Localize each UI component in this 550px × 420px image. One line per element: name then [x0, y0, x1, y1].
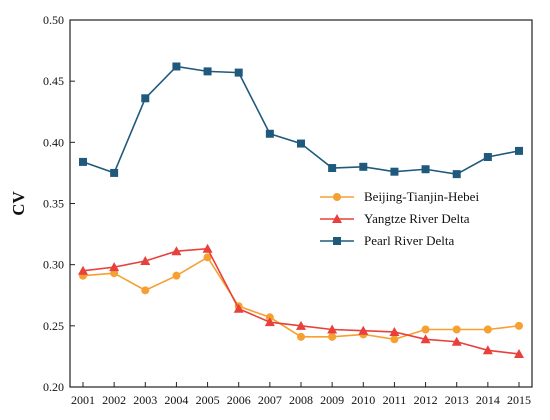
data-point	[265, 129, 274, 138]
data-point	[358, 325, 369, 335]
data-point	[389, 326, 400, 336]
data-point	[482, 345, 493, 355]
legend-marker	[333, 193, 341, 201]
y-tick-label: 0.25	[43, 319, 64, 333]
legend-label: Beijing-Tianjin-Hebei	[364, 189, 479, 204]
x-tick-label: 2006	[227, 393, 251, 407]
data-point	[171, 246, 182, 256]
x-tick-label: 2007	[258, 393, 282, 407]
data-point	[327, 324, 338, 334]
series-line	[82, 65, 520, 175]
data-point	[203, 253, 212, 262]
data-point	[172, 271, 181, 280]
data-point	[359, 162, 368, 171]
x-tick-label: 2010	[351, 393, 375, 407]
y-axis-title: CV	[9, 191, 28, 216]
x-tick-label: 2015	[507, 393, 531, 407]
data-point	[110, 168, 119, 177]
y-tick-label: 0.30	[43, 258, 64, 272]
x-tick-label: 2003	[133, 393, 157, 407]
data-point	[515, 321, 523, 330]
data-point	[140, 255, 151, 265]
data-point	[234, 68, 243, 77]
data-point	[110, 269, 119, 278]
legend-label: Yangtze River Delta	[364, 211, 470, 226]
data-point	[172, 62, 181, 71]
x-tick-label: 2005	[196, 393, 220, 407]
data-point	[264, 317, 275, 327]
x-tick-label: 2004	[164, 393, 188, 407]
x-tick-label: 2008	[289, 393, 313, 407]
data-point	[421, 325, 430, 334]
data-point	[452, 325, 461, 334]
x-tick-label: 2009	[320, 393, 344, 407]
data-point	[328, 332, 337, 341]
data-point	[109, 262, 120, 272]
data-point	[202, 243, 213, 253]
data-point	[141, 286, 150, 295]
series-pearl-river-delta	[79, 62, 523, 179]
data-point	[297, 332, 305, 341]
data-point	[328, 164, 337, 173]
x-tick-label: 2001	[71, 393, 95, 407]
data-point	[141, 94, 150, 103]
y-tick-label: 0.45	[43, 74, 64, 88]
x-tick-label: 2014	[476, 393, 500, 407]
x-tick-label: 2011	[383, 393, 407, 407]
legend-label: Pearl River Delta	[364, 233, 454, 248]
legend: Beijing-Tianjin-Hebei Yangtze River Delta…	[320, 189, 479, 248]
legend-marker	[333, 237, 341, 245]
data-point	[233, 303, 244, 313]
data-point	[297, 139, 305, 148]
x-tick-label: 2012	[414, 393, 438, 407]
data-point	[203, 67, 212, 76]
x-tick-label: 2002	[102, 393, 126, 407]
y-tick-label: 0.40	[43, 135, 64, 149]
x-tick-label: 2013	[445, 393, 469, 407]
data-point	[390, 335, 399, 344]
data-point	[78, 265, 88, 275]
data-point	[79, 157, 87, 166]
data-point	[421, 165, 430, 174]
legend-item: Pearl River Delta	[320, 233, 454, 248]
y-tick-label: 0.35	[43, 197, 64, 211]
data-point	[514, 348, 524, 358]
series-yangtze-river-delta	[78, 243, 524, 358]
data-point	[296, 320, 306, 330]
data-point	[483, 153, 492, 162]
y-tick-label: 0.20	[43, 380, 64, 394]
data-point	[451, 336, 462, 346]
legend-item: Beijing-Tianjin-Hebei	[320, 189, 479, 204]
y-tick-label: 0.50	[43, 13, 64, 27]
data-point	[390, 167, 399, 176]
data-point	[420, 334, 431, 344]
legend-marker	[332, 214, 342, 223]
data-point	[483, 325, 492, 334]
legend-item: Yangtze River Delta	[320, 211, 470, 226]
data-point	[452, 170, 461, 179]
data-point	[515, 146, 523, 155]
